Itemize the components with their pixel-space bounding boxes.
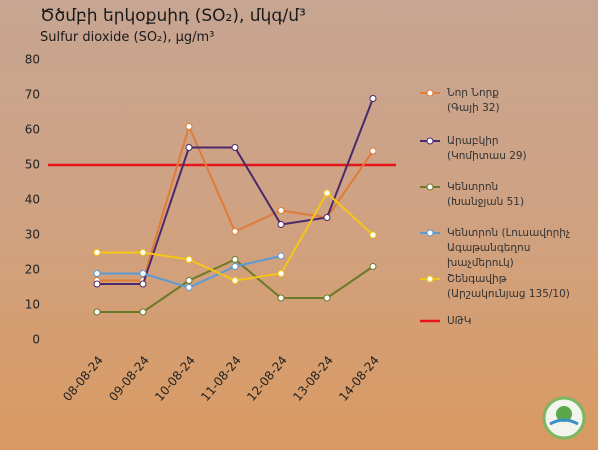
- legend-marker: [426, 229, 434, 237]
- y-tick-label: 50: [25, 158, 40, 172]
- y-tick-label: 40: [25, 193, 40, 207]
- point: [93, 280, 101, 288]
- y-tick-label: 10: [25, 298, 40, 312]
- point: [185, 277, 193, 284]
- point: [231, 277, 239, 284]
- point: [93, 249, 101, 256]
- legend-label: Կենտրոն (Լուսավորիչ Ագաթանգեղոս խաչմերու…: [447, 227, 571, 269]
- y-tick-label: 80: [25, 53, 40, 67]
- point: [185, 284, 193, 291]
- x-tick-label: 10-08-24: [152, 353, 198, 404]
- point: [231, 228, 239, 235]
- point: [185, 123, 193, 130]
- point: [369, 95, 377, 102]
- y-tick-label: 60: [25, 123, 40, 137]
- y-tick-label: 30: [25, 228, 40, 242]
- legend-label: Շենգավիթ (Արշակունյաց 135/10): [447, 273, 570, 300]
- legend-label: ՍԹԿ: [447, 315, 472, 327]
- point: [369, 147, 377, 155]
- legend-label: Արաբկիր (Կոմիտաս 29): [447, 135, 527, 162]
- point: [323, 214, 331, 221]
- point: [139, 280, 147, 288]
- logo: [542, 396, 586, 440]
- point: [277, 252, 285, 260]
- legend-marker: [426, 275, 434, 283]
- legend-label: Նոր Նորք (Գայի 32): [447, 87, 500, 114]
- point: [277, 221, 285, 228]
- y-tick-label: 0: [32, 333, 40, 347]
- point: [139, 270, 147, 277]
- point: [369, 231, 377, 239]
- legend-label: Կենտրոն (Խանջյան 51): [447, 181, 525, 208]
- point: [231, 144, 239, 151]
- point: [231, 256, 239, 263]
- legend-marker: [426, 183, 434, 191]
- chart-title: Ծծմբի երկօքսիդ (SO₂), մկգ/մ³: [40, 6, 306, 26]
- point: [231, 263, 239, 270]
- y-tick-label: 20: [25, 263, 40, 277]
- point: [277, 207, 285, 214]
- point: [323, 189, 331, 197]
- legend-marker: [426, 137, 434, 145]
- x-tick-label: 12-08-24: [244, 353, 290, 404]
- point: [93, 308, 101, 316]
- x-tick-label: 13-08-24: [290, 353, 336, 404]
- x-tick-label: 08-08-24: [60, 353, 106, 404]
- point: [277, 294, 285, 302]
- y-tick-label: 70: [25, 88, 40, 102]
- x-tick-label: 09-08-24: [106, 353, 152, 404]
- point: [139, 249, 147, 256]
- point: [139, 308, 147, 316]
- legend-marker: [426, 89, 434, 97]
- x-tick-label: 11-08-24: [198, 353, 244, 404]
- point: [93, 270, 101, 277]
- point: [277, 270, 285, 277]
- point: [185, 144, 193, 151]
- point: [369, 263, 377, 270]
- point: [323, 294, 331, 302]
- chart-subtitle: Sulfur dioxide (SO₂), µg/m³: [40, 30, 215, 45]
- x-tick-label: 14-08-24: [336, 353, 382, 404]
- point: [185, 256, 193, 263]
